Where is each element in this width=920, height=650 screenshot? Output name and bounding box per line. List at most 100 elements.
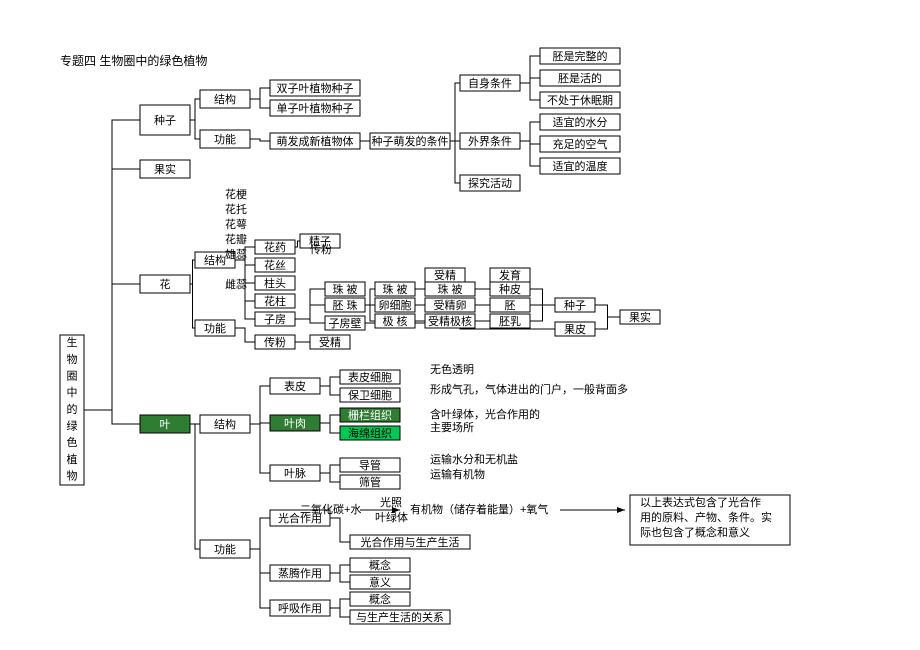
node-develop: 发育: [490, 268, 530, 282]
node-label: 栅栏组织: [348, 408, 392, 422]
edge: [190, 424, 200, 549]
node-guard-cell: 保卫细胞: [340, 388, 400, 402]
free-text: 花瓣: [225, 232, 247, 246]
node-pericarp: 果皮: [555, 322, 595, 336]
edge: [520, 122, 540, 141]
node-label: 种皮: [499, 282, 521, 296]
node-flower: 花: [140, 275, 190, 293]
node-label: 果皮: [564, 323, 586, 336]
node-label: 不处于休眠期: [547, 94, 613, 107]
node-label: 与生产生活的关系: [356, 610, 444, 624]
free-text: 雄蕊: [225, 247, 247, 261]
node-integument: 珠 被: [375, 282, 415, 296]
free-text: 花萼: [225, 218, 247, 231]
node-anther: 花药: [255, 240, 295, 254]
node-vein: 叶脉: [270, 465, 320, 481]
node-label: 受精极核: [428, 314, 472, 328]
node-label: 种子: [154, 113, 176, 127]
node-label: 叶脉: [284, 466, 306, 480]
edge: [320, 473, 340, 482]
node-seed-coat: 种皮: [490, 282, 530, 296]
free-text: 叶绿体: [375, 510, 408, 524]
node-label: 概念: [369, 592, 391, 606]
node-leaf: 叶: [140, 415, 190, 433]
node-label: 受精: [434, 269, 456, 282]
edge: [365, 305, 375, 321]
edge: [330, 573, 350, 582]
edge: [235, 328, 255, 342]
node-integ2: 珠 被: [425, 282, 475, 296]
edge: [190, 99, 200, 120]
node-label: 珠 被: [437, 282, 462, 296]
node-germinate: 萌发成新植物体: [270, 133, 360, 149]
edge: [190, 120, 200, 139]
node-label: 胚乳: [499, 315, 521, 328]
node-label: 光合作用与生产生活: [361, 535, 460, 549]
edge: [190, 284, 195, 328]
node-label: 物: [67, 352, 78, 366]
node-label: 结构: [214, 417, 236, 431]
free-text: 主要场所: [430, 420, 474, 434]
node-label: 胚是活的: [558, 71, 602, 85]
node-endosperm: 胚乳: [490, 314, 530, 328]
free-text: 无色透明: [430, 362, 474, 376]
node-c6: 适宜的温度: [540, 158, 620, 174]
node-seed-struct: 结构: [200, 90, 250, 108]
edge: [295, 241, 300, 247]
node-ext-cond: 外界条件: [460, 133, 520, 149]
free-text: 二氧化碳+水: [300, 502, 361, 516]
node-stigma: 柱头: [255, 276, 295, 290]
node-label: 受精: [319, 336, 341, 349]
node-label: 叶: [160, 418, 171, 431]
node-label: 意义: [369, 575, 391, 589]
node-label: 绿: [67, 419, 78, 433]
edge: [84, 284, 140, 410]
node-label: 植: [67, 452, 78, 466]
node-meaning: 意义: [350, 575, 410, 589]
node-seed2: 种子: [555, 298, 595, 312]
edge: [295, 305, 325, 319]
node-leaf-struct: 结构: [200, 415, 250, 433]
node-label: 适宜的温度: [553, 159, 608, 173]
node-photo-life: 光合作用与生产生活: [350, 535, 470, 549]
node-label: 海绵组织: [348, 426, 392, 440]
free-text: 以上表达式包含了光合作: [640, 495, 761, 509]
node-embryo2: 胚: [490, 298, 530, 312]
node-concept2: 概念: [350, 592, 410, 606]
node-label: 适宜的水分: [553, 115, 608, 129]
node-label: 功能: [214, 542, 236, 556]
node-c2: 胚是活的: [540, 70, 620, 86]
node-label: 胚是完整的: [553, 49, 608, 63]
node-leaf-func: 功能: [200, 540, 250, 558]
node-filament: 花丝: [255, 258, 295, 272]
edge: [250, 386, 270, 424]
free-text: 形成气孔，气体进出的门户，一般背面多: [430, 382, 628, 396]
node-label: 探究活动: [468, 176, 512, 190]
edge: [250, 99, 270, 108]
edge: [520, 83, 540, 100]
node-mesophyll: 叶肉: [270, 415, 320, 431]
node-label: 花丝: [264, 259, 286, 272]
edge: [250, 88, 270, 99]
node-label: 子房壁: [329, 316, 362, 330]
node-style: 花柱: [255, 294, 295, 308]
node-egg: 卵细胞: [375, 298, 415, 312]
node-ovule: 珠 被: [325, 282, 365, 296]
node-label: 表皮: [284, 379, 306, 393]
node-dicot: 双子叶植物种子: [270, 80, 360, 96]
node-c3: 不处于休眠期: [540, 92, 620, 108]
free-text: 有机物（储存着能量）+氧气: [410, 502, 548, 516]
node-label: 卵细胞: [379, 299, 412, 312]
node-concept1: 概念: [350, 558, 410, 572]
node-c1: 胚是完整的: [540, 48, 620, 64]
edge: [320, 465, 340, 473]
node-zhuzhu: 胚 珠: [325, 298, 365, 312]
node-label: 功能: [204, 321, 226, 335]
node-germ-cond: 种子萌发的条件: [370, 133, 450, 149]
node-label: 果实: [154, 162, 176, 176]
node-flower-func: 功能: [195, 320, 235, 336]
node-label: 柱头: [264, 276, 286, 290]
free-text: 雌蕊: [225, 277, 247, 291]
node-seed-func: 功能: [200, 130, 250, 148]
node-label: 单子叶植物种子: [277, 101, 354, 115]
